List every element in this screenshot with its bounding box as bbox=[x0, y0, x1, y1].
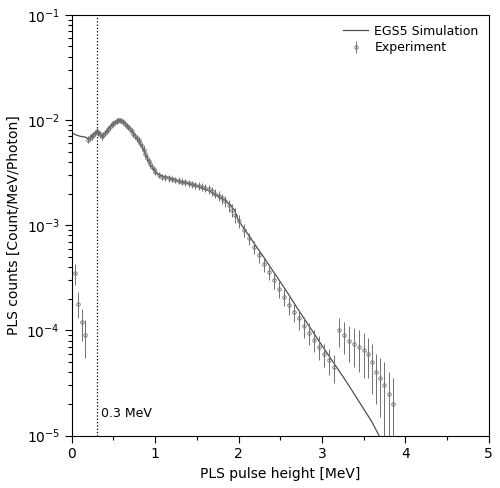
EGS5 Simulation bbox=[70, 130, 75, 136]
EGS5 Simulation bbox=[116, 118, 121, 123]
EGS5 Simulation bbox=[92, 130, 98, 136]
EGS5 Simulation bbox=[156, 172, 162, 178]
EGS5 Simulation bbox=[136, 138, 141, 143]
Text: 0.3 MeV: 0.3 MeV bbox=[101, 407, 152, 420]
X-axis label: PLS pulse height [MeV]: PLS pulse height [MeV] bbox=[200, 467, 360, 481]
EGS5 Simulation bbox=[352, 393, 358, 399]
Legend: EGS5 Simulation, Experiment: EGS5 Simulation, Experiment bbox=[340, 21, 482, 58]
Y-axis label: PLS counts [Count/MeV/Photon]: PLS counts [Count/MeV/Photon] bbox=[7, 115, 21, 335]
EGS5 Simulation bbox=[96, 130, 102, 136]
Line: EGS5 Simulation: EGS5 Simulation bbox=[72, 121, 430, 488]
EGS5 Simulation bbox=[107, 124, 113, 130]
